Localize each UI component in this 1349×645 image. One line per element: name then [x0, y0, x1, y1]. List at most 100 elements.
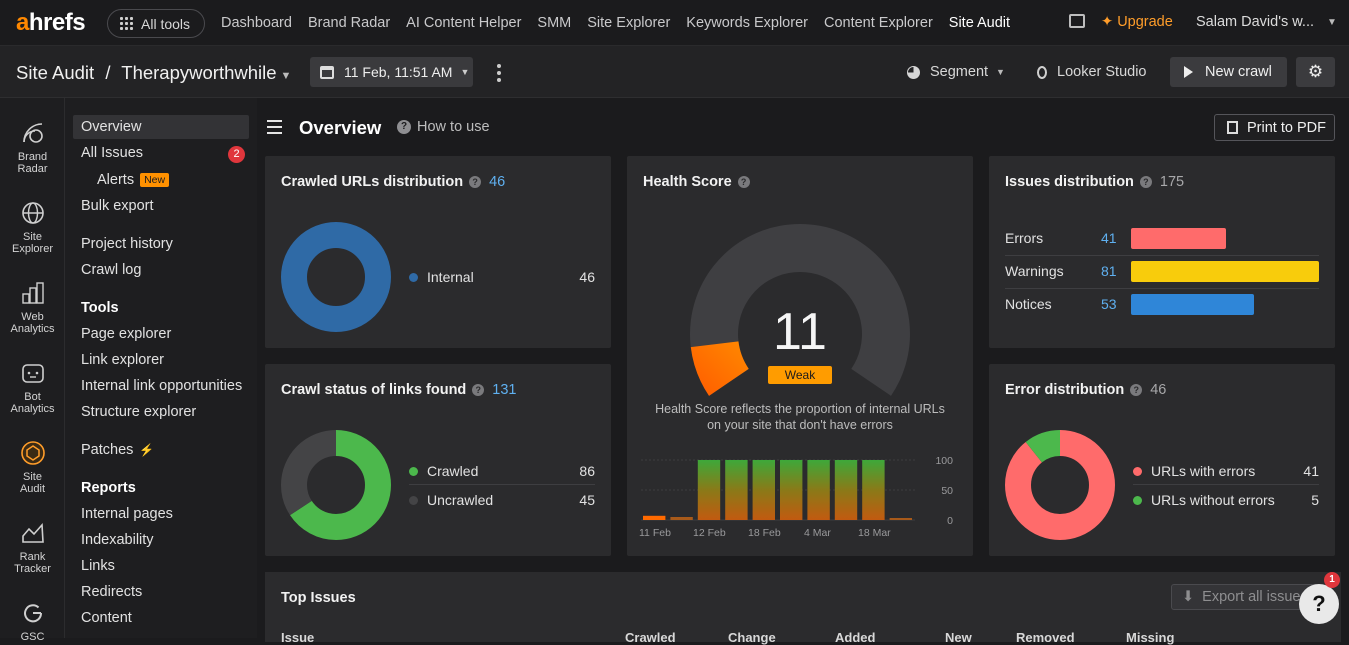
sidebar-item-link-explorer[interactable]: Link explorer [81, 352, 165, 368]
legend-internal[interactable]: Internal [409, 269, 474, 285]
history-bar[interactable] [752, 460, 775, 520]
nav-smm[interactable]: SMM [537, 15, 572, 31]
nav-ai-content-helper[interactable]: AI Content Helper [406, 15, 522, 31]
nav-content-explorer[interactable]: Content Explorer [823, 15, 933, 31]
sidebar-item-bulk-export[interactable]: Bulk export [81, 198, 154, 214]
chevron-down-icon[interactable]: ▼ [1327, 17, 1337, 28]
sidebar-item-internal-pages[interactable]: Internal pages [81, 506, 173, 522]
help-icon[interactable]: ? [469, 176, 482, 188]
crawl-status-total[interactable]: 131 [492, 382, 517, 398]
crawl-status-donut [281, 430, 391, 540]
sidebar-heading-reports: Reports [81, 480, 136, 496]
main-content: Overview ? How to use Print to PDF Crawle… [257, 98, 1349, 645]
sidebar-item-redirects[interactable]: Redirects [81, 584, 143, 600]
play-icon [1184, 66, 1193, 78]
legend-uncrawled[interactable]: Uncrawled [409, 492, 493, 508]
sidebar-item-all-issues[interactable]: All Issues 2 [73, 141, 249, 165]
nav-dashboard[interactable]: Dashboard [221, 15, 292, 31]
crawled-urls-slice-internal[interactable] [281, 222, 391, 332]
sidebar-item-links[interactable]: Links [81, 558, 115, 574]
crawl-status-slice-uncrawled[interactable] [281, 430, 391, 540]
history-bar[interactable] [725, 460, 748, 520]
project-selector[interactable]: Therapyworthwhile [121, 62, 277, 83]
sidebar-item-structure-explorer[interactable]: Structure explorer [81, 404, 197, 420]
x-tick-label: 18 Feb [748, 527, 781, 539]
nav-site-audit[interactable]: Site Audit [948, 15, 1011, 31]
history-bar[interactable] [780, 460, 803, 520]
help-icon[interactable]: ? [472, 384, 485, 396]
segment-selector[interactable]: Segment ▼ [907, 64, 1005, 80]
card-title: Crawled URLs distribution? 46 [281, 174, 506, 190]
new-crawl-button[interactable]: New crawl [1170, 57, 1287, 87]
chevron-down-icon[interactable]: ▼ [280, 70, 292, 82]
more-options-icon[interactable] [497, 64, 501, 82]
sidebar-item-project-history[interactable]: Project history [81, 236, 173, 252]
breadcrumb-section[interactable]: Site Audit [16, 62, 95, 83]
tool-rail: Brand Radar Site Explorer Web Analytics Bot… [0, 98, 65, 643]
rail-brand-radar[interactable]: Brand Radar [0, 120, 65, 175]
rail-rank-tracker[interactable]: Rank Tracker [0, 520, 65, 575]
upgrade-link[interactable]: ✦ Upgrade [1101, 14, 1173, 30]
history-bar[interactable] [643, 515, 666, 520]
issue-bar-warnings[interactable] [1131, 261, 1319, 282]
monitor-icon[interactable] [1069, 14, 1085, 28]
sidebar-item-indexability[interactable]: Indexability [81, 532, 154, 548]
sparkle-icon: ✦ [1101, 14, 1118, 30]
legend-urls-without-errors[interactable]: URLs without errors [1133, 492, 1275, 508]
print-to-pdf-button[interactable]: Print to PDF [1214, 114, 1335, 141]
issue-count-link[interactable]: 41 [1101, 230, 1117, 246]
rail-site-explorer[interactable]: Site Explorer [0, 200, 65, 255]
top-navigation: ahrefs All tools Dashboard Brand Radar A… [0, 0, 1349, 46]
help-icon[interactable]: ? [1139, 176, 1152, 188]
looker-studio-link[interactable]: Looker Studio [1037, 64, 1146, 80]
sidebar-item-content[interactable]: Content [81, 610, 132, 626]
sidebar-item-alerts[interactable]: Alerts New [73, 168, 249, 192]
x-tick-label: 12 Feb [693, 527, 726, 539]
how-to-use-link[interactable]: ? How to use [397, 119, 490, 135]
download-icon [1227, 121, 1238, 134]
y-tick-label: 50 [941, 485, 953, 497]
account-menu[interactable]: Salam David's w... [1196, 14, 1315, 30]
history-bar[interactable] [697, 460, 721, 520]
help-icon[interactable]: ? [1130, 384, 1143, 396]
issue-bar-errors[interactable] [1131, 228, 1226, 249]
sidebar-item-overview[interactable]: Overview [73, 115, 249, 139]
legend-dot [1133, 496, 1142, 505]
legend-crawled[interactable]: Crawled [409, 463, 478, 479]
crawl-date-selector[interactable]: 11 Feb, 11:51 AM ▼ [310, 57, 473, 87]
nav-keywords-explorer[interactable]: Keywords Explorer [686, 15, 808, 31]
nav-brand-radar[interactable]: Brand Radar [307, 15, 391, 31]
rail-gsc[interactable]: GSC [0, 600, 65, 643]
all-tools-button[interactable]: All tools [107, 9, 205, 38]
sidebar-item-page-explorer[interactable]: Page explorer [81, 326, 172, 342]
history-bar[interactable] [889, 518, 912, 520]
rail-web-analytics[interactable]: Web Analytics [0, 280, 65, 335]
history-bar[interactable] [862, 460, 885, 520]
export-all-issues-button[interactable]: ⬇ Export all issues [1171, 584, 1321, 610]
help-icon[interactable]: ? [737, 176, 750, 188]
breadcrumb-separator: / [105, 62, 111, 83]
menu-icon[interactable] [267, 120, 282, 138]
issue-count-link[interactable]: 53 [1101, 296, 1117, 312]
chevron-down-icon: ▼ [996, 67, 1005, 77]
sidebar-item-patches[interactable]: Patches ⚡ [81, 442, 155, 458]
gear-icon: ⚙ [1307, 62, 1324, 81]
nav-site-explorer[interactable]: Site Explorer [587, 15, 671, 31]
history-bar[interactable] [670, 517, 693, 520]
issue-count-link[interactable]: 81 [1101, 263, 1117, 279]
sidebar-item-internal-link-opportunities[interactable]: Internal link opportunities [81, 378, 243, 394]
rail-bot-analytics[interactable]: Bot Analytics [0, 360, 65, 415]
error-distribution-slice-urls-without-errors[interactable] [1005, 430, 1115, 540]
legend-urls-with-errors[interactable]: URLs with errors [1133, 463, 1255, 479]
history-bar[interactable] [834, 460, 858, 520]
history-bar[interactable] [807, 460, 830, 520]
health-rating-badge: Weak [768, 366, 832, 384]
y-tick-label: 100 [935, 455, 953, 467]
settings-button[interactable]: ⚙ [1296, 57, 1335, 87]
issue-bar-notices[interactable] [1131, 294, 1254, 315]
sidebar-item-crawl-log[interactable]: Crawl log [81, 262, 142, 278]
crawled-urls-total[interactable]: 46 [489, 174, 506, 190]
help-chat-button[interactable]: ? [1299, 584, 1339, 624]
rail-site-audit[interactable]: Site Audit [0, 440, 65, 495]
ahrefs-logo[interactable]: ahrefs [16, 9, 86, 36]
